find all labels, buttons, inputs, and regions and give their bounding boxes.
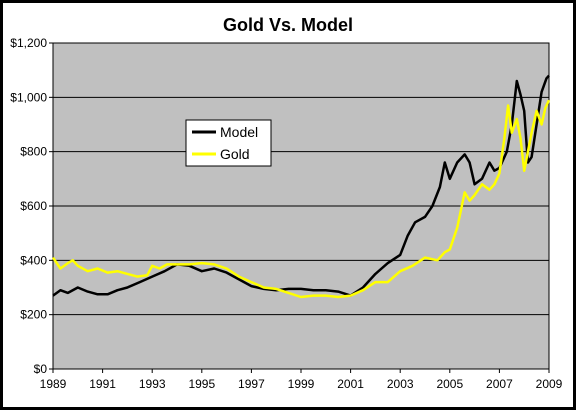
y-tick-label: $200 (20, 308, 47, 322)
chart: Gold Vs. Model $0$200$400$600$800$1,000$… (10, 15, 562, 391)
y-tick-label: $1,000 (10, 90, 47, 104)
chart-title: Gold Vs. Model (223, 15, 353, 35)
grid-lines (53, 96, 549, 316)
x-tick-label: 2007 (486, 377, 513, 391)
series-line-model (52, 74, 550, 297)
y-tick-label: $600 (20, 199, 47, 213)
x-tick-label: 1993 (139, 377, 166, 391)
series-line-gold (51, 99, 551, 299)
x-tick-label: 1991 (89, 377, 116, 391)
x-tick-label: 1995 (188, 377, 215, 391)
x-tick-label: 1999 (288, 377, 315, 391)
y-tick-label: $400 (20, 253, 47, 267)
legend-label-model: Model (220, 124, 258, 140)
y-tick-label: $1,200 (10, 36, 47, 50)
y-tick-label: $0 (34, 362, 48, 376)
x-tick-label: 2005 (436, 377, 463, 391)
y-tick-label: $800 (20, 145, 47, 159)
x-tick-label: 1989 (40, 377, 67, 391)
series-layer (51, 74, 551, 299)
x-tick-label: 2003 (387, 377, 414, 391)
legend-label-gold: Gold (220, 146, 250, 162)
legend-box (185, 119, 272, 167)
x-tick-label: 2001 (337, 377, 364, 391)
x-tick-label: 2009 (536, 377, 563, 391)
axes: $0 $200 $400 $600 $800 $1,000 $1,200 1989 1991 19… (10, 36, 562, 391)
x-tick-label: 1997 (238, 377, 265, 391)
legend: Model Gold (185, 119, 272, 167)
